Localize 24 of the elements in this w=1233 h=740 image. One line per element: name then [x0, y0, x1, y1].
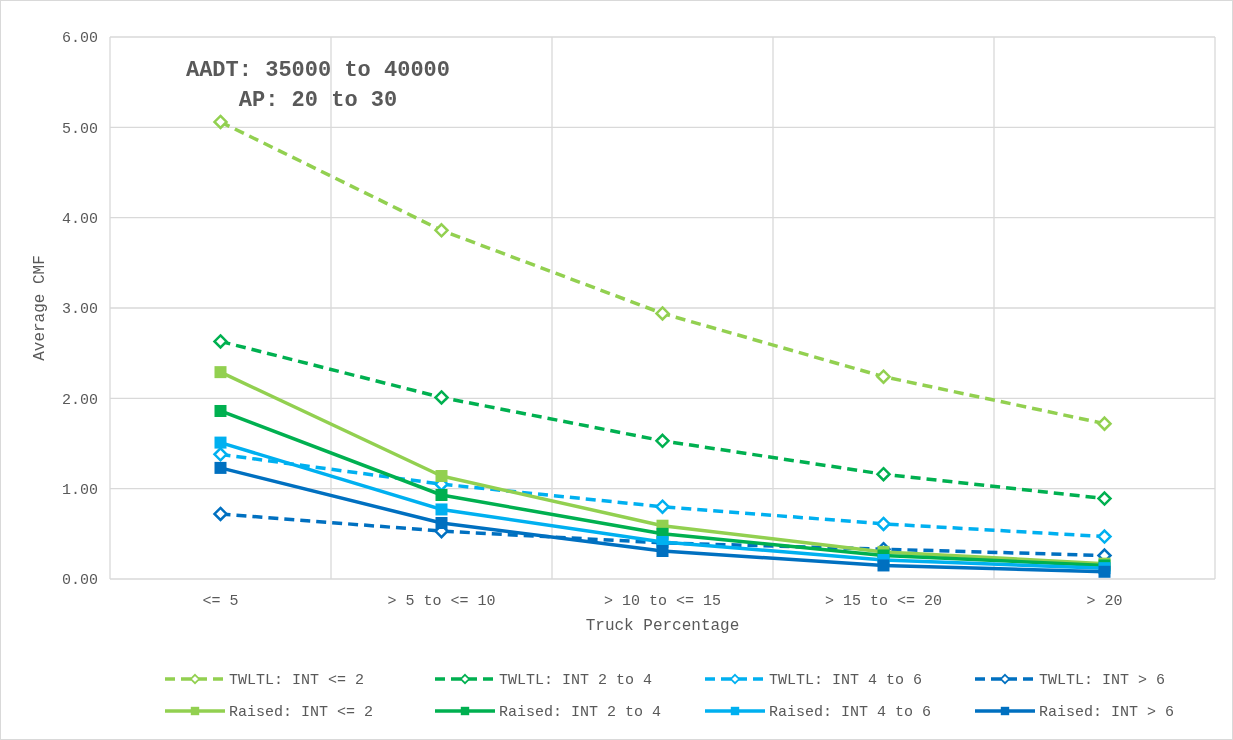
x-axis-title: Truck Percentage — [585, 617, 740, 635]
y-tick-label: 0.00 — [61, 572, 98, 590]
legend-label: Raised: INT > 6 — [1039, 704, 1175, 722]
y-tick-label: 1.00 — [61, 481, 98, 499]
y-axis-title: Average CMF — [31, 255, 49, 361]
legend-label: TWLTL: INT 4 to 6 — [769, 672, 923, 690]
y-tick-label: 5.00 — [61, 120, 98, 138]
legend-label: Raised: INT 2 to 4 — [499, 704, 662, 722]
x-tick-label: > 10 to <= 15 — [603, 593, 722, 610]
x-tick-label: > 20 — [1086, 593, 1123, 610]
legend-label: Raised: INT 4 to 6 — [769, 704, 932, 722]
legend-label: TWLTL: INT 2 to 4 — [499, 672, 653, 690]
y-tick-label: 6.00 — [61, 30, 98, 48]
y-tick-label: 2.00 — [61, 391, 98, 409]
legend-label: TWLTL: INT > 6 — [1039, 672, 1166, 690]
x-tick-label: > 15 to <= 20 — [824, 593, 943, 610]
x-tick-label: <= 5 — [202, 593, 239, 610]
annotation: AADT: 35000 to 40000 — [185, 58, 451, 83]
y-tick-label: 4.00 — [61, 210, 98, 228]
x-tick-label: > 5 to <= 10 — [387, 593, 496, 610]
y-tick-label: 3.00 — [61, 301, 98, 319]
annotation: AP: 20 to 30 — [238, 88, 398, 113]
legend-label: TWLTL: INT <= 2 — [229, 672, 365, 690]
legend-label: Raised: INT <= 2 — [229, 704, 374, 722]
